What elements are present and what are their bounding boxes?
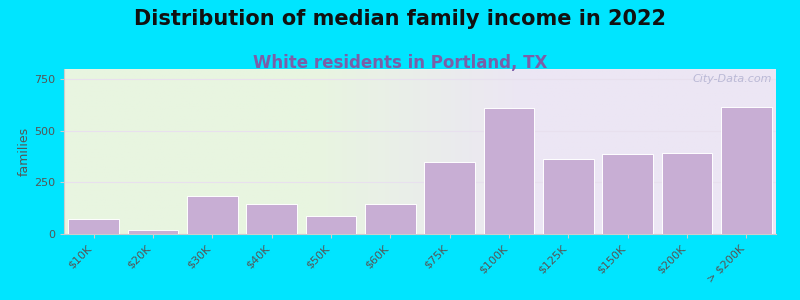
Text: City-Data.com: City-Data.com xyxy=(693,74,773,84)
Bar xyxy=(187,196,238,234)
Bar xyxy=(246,204,297,234)
Bar xyxy=(602,154,653,234)
Bar xyxy=(662,152,712,234)
Bar xyxy=(484,108,534,234)
Bar xyxy=(425,162,475,234)
Y-axis label: families: families xyxy=(18,127,31,176)
Bar xyxy=(69,218,119,234)
Text: Distribution of median family income in 2022: Distribution of median family income in … xyxy=(134,9,666,29)
Bar xyxy=(306,217,356,234)
Bar xyxy=(128,230,178,234)
Bar xyxy=(721,107,771,234)
Bar xyxy=(365,204,415,234)
Text: White residents in Portland, TX: White residents in Portland, TX xyxy=(253,54,547,72)
Bar xyxy=(543,159,594,234)
